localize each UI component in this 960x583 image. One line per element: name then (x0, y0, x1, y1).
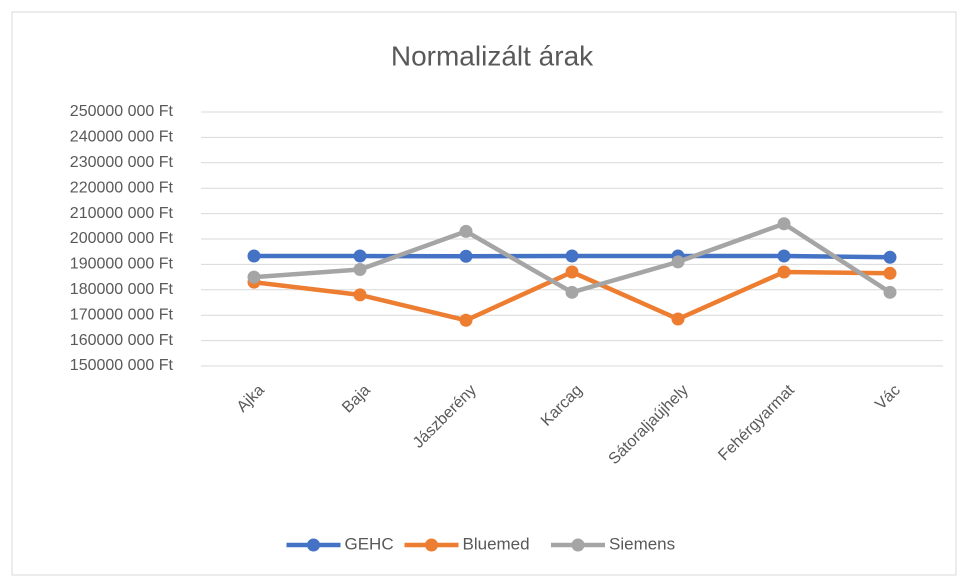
data-point (353, 249, 367, 263)
data-point (777, 249, 791, 263)
data-point (353, 262, 367, 276)
data-point (671, 312, 685, 326)
data-point (777, 265, 791, 279)
y-tick-label: 230000 000 Ft (70, 154, 174, 171)
data-point (459, 224, 473, 238)
data-point (353, 288, 367, 302)
y-tick-label: 240000 000 Ft (70, 129, 174, 146)
y-tick-label: 150000 000 Ft (70, 357, 174, 374)
chart-title: Normalizált árak (391, 40, 594, 71)
data-point (565, 249, 579, 263)
data-point (247, 270, 261, 284)
legend-marker (425, 538, 438, 552)
data-point (459, 313, 473, 327)
y-tick-label: 220000 000 Ft (70, 179, 174, 196)
data-point (883, 250, 897, 264)
legend-marker (571, 538, 585, 552)
data-point (459, 249, 473, 263)
data-point (883, 285, 897, 299)
y-tick-label: 210000 000 Ft (70, 205, 174, 222)
y-tick-label: 190000 000 Ft (70, 256, 174, 273)
y-tick-label: 170000 000 Ft (70, 306, 174, 323)
legend-label: Siemens (609, 534, 675, 553)
data-point (671, 255, 685, 269)
data-point (247, 249, 261, 263)
data-point (777, 217, 791, 231)
legend-label: GEHC (345, 534, 394, 553)
legend-label: Bluemed (463, 534, 530, 553)
data-point (883, 266, 897, 280)
y-tick-label: 250000 000 Ft (70, 103, 174, 120)
y-tick-label: 160000 000 Ft (70, 332, 174, 349)
legend-marker (307, 538, 320, 552)
data-point (565, 265, 579, 279)
data-point (565, 285, 579, 299)
chart-frame (11, 11, 957, 576)
y-tick-label: 200000 000 Ft (70, 230, 174, 247)
y-tick-label: 180000 000 Ft (70, 281, 174, 298)
